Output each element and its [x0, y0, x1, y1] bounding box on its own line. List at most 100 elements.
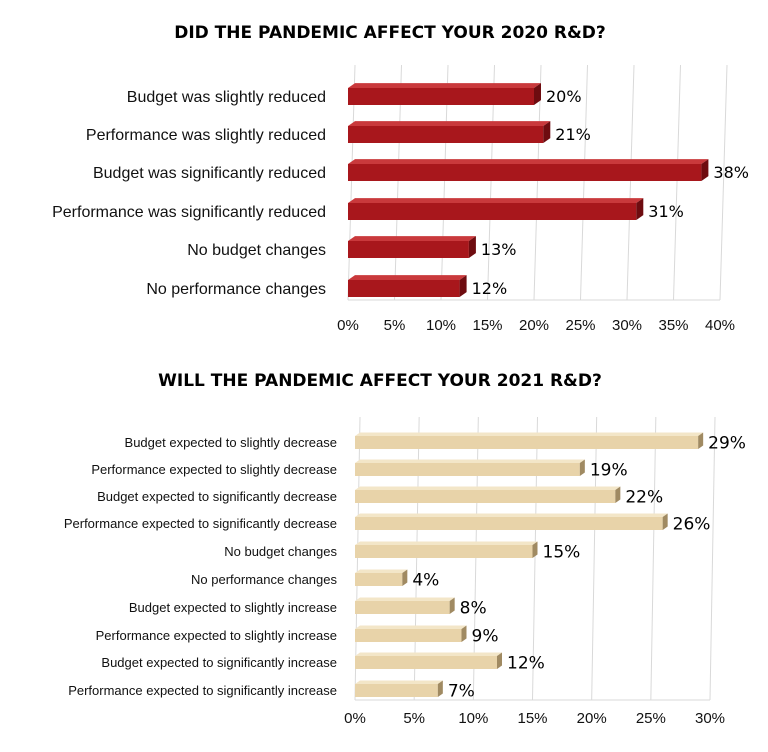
bar-row: Budget expected to slightly increase 8%: [129, 597, 487, 618]
x-tick-label: 25%: [636, 710, 666, 727]
bar: [348, 88, 534, 105]
value-label: 15%: [543, 542, 581, 562]
value-label: 26%: [673, 514, 711, 534]
category-label: Performance was slightly reduced: [86, 127, 326, 144]
bar-row: Performance expected to significantly de…: [64, 513, 711, 534]
bar: [355, 490, 616, 503]
bar-top-face: [348, 275, 467, 280]
bar-side-face: [459, 275, 467, 297]
category-label: Budget was significantly reduced: [93, 165, 326, 182]
bar-side-face: [532, 541, 538, 558]
value-label: 20%: [546, 87, 582, 106]
gridline: [533, 64, 542, 301]
bar: [355, 545, 533, 558]
bar-row: Budget expected to significantly decreas…: [97, 486, 663, 507]
bar: [348, 280, 460, 297]
category-label: No budget changes: [224, 544, 337, 559]
value-label: 29%: [708, 433, 746, 453]
value-label: 19%: [590, 460, 628, 480]
bar-side-face: [461, 625, 467, 642]
bar: [355, 517, 663, 530]
bar-side-face: [615, 486, 621, 503]
category-label: No performance changes: [191, 572, 337, 587]
category-label: Performance expected to significantly in…: [68, 683, 337, 698]
bar: [355, 436, 699, 449]
gridline: [650, 416, 657, 701]
bar: [355, 463, 580, 476]
x-tick-label: 25%: [565, 317, 595, 334]
x-tick-label: 0%: [337, 317, 359, 334]
chart-2: WILL THE PANDEMIC AFFECT YOUR 2021 R&D? 0…: [64, 371, 746, 727]
bar-top-face: [355, 569, 408, 573]
bar-row: No budget changes 15%: [224, 541, 581, 562]
bar-top-face: [355, 597, 455, 601]
bar-row: Budget was slightly reduced 20%: [127, 83, 582, 106]
gridline: [626, 64, 635, 301]
gridline: [580, 64, 588, 301]
bar: [355, 684, 438, 697]
chart-1: DID THE PANDEMIC AFFECT YOUR 2020 R&D? 0%…: [52, 23, 749, 334]
bar: [355, 629, 462, 642]
bar-row: No performance changes 12%: [146, 275, 507, 298]
x-tick-label: 5%: [403, 710, 425, 727]
bar-side-face: [543, 121, 551, 143]
x-tick-label: 0%: [344, 710, 366, 727]
x-tick-label: 35%: [658, 317, 688, 334]
x-tick-label: 5%: [384, 317, 406, 334]
bar-side-face: [701, 159, 709, 181]
bar-side-face: [497, 652, 502, 669]
bar-row: Performance was significantly reduced 31%: [52, 198, 684, 221]
chart-title: WILL THE PANDEMIC AFFECT YOUR 2021 R&D?: [158, 371, 602, 391]
bar: [348, 241, 469, 258]
category-label: Performance expected to slightly increas…: [96, 628, 337, 643]
bar: [348, 126, 544, 143]
gridline: [709, 416, 716, 701]
bar-row: Budget was significantly reduced 38%: [93, 159, 749, 182]
value-label: 4%: [412, 570, 439, 590]
category-label: Performance was significantly reduced: [52, 204, 326, 221]
bar-top-face: [348, 83, 541, 88]
bar-row: Performance expected to slightly decreas…: [91, 459, 628, 480]
bar-side-face: [449, 597, 455, 614]
bar-top-face: [355, 459, 585, 463]
gridline: [673, 64, 681, 301]
x-tick-label: 40%: [705, 317, 735, 334]
category-label: Budget expected to significantly increas…: [101, 655, 337, 670]
value-label: 12%: [472, 279, 508, 298]
x-tick-label: 15%: [472, 317, 502, 334]
value-label: 38%: [713, 163, 749, 182]
value-label: 13%: [481, 240, 517, 259]
chart-title: DID THE PANDEMIC AFFECT YOUR 2020 R&D?: [174, 23, 606, 43]
gridline: [591, 416, 598, 701]
value-label: 7%: [448, 681, 475, 701]
bar-row: Performance expected to significantly in…: [68, 680, 475, 701]
bar-row: No performance changes 4%: [191, 569, 439, 590]
category-label: Budget expected to significantly decreas…: [97, 489, 337, 504]
bar-side-face: [402, 569, 408, 586]
x-tick-label: 10%: [426, 317, 456, 334]
category-label: Budget expected to slightly increase: [129, 600, 337, 615]
value-label: 22%: [625, 487, 663, 507]
value-label: 12%: [507, 653, 545, 673]
bar-row: Performance was slightly reduced 21%: [86, 121, 591, 144]
x-tick-label: 15%: [517, 710, 547, 727]
bar-row: Budget expected to significantly increas…: [101, 652, 545, 673]
value-label: 21%: [555, 125, 591, 144]
category-label: Budget was slightly reduced: [127, 89, 326, 106]
x-tick-label: 10%: [458, 710, 488, 727]
x-tick-label: 20%: [519, 317, 549, 334]
bar-top-face: [355, 513, 668, 517]
bar-top-face: [355, 652, 502, 656]
bar-side-face: [698, 432, 704, 449]
bar-side-face: [437, 680, 443, 697]
bar: [348, 164, 702, 181]
value-label: 31%: [648, 202, 684, 221]
bar-side-face: [468, 236, 476, 258]
bar-top-face: [348, 198, 644, 203]
value-label: 9%: [472, 626, 499, 646]
category-label: Performance expected to slightly decreas…: [91, 462, 337, 477]
bar-side-face: [534, 83, 541, 105]
bar-side-face: [636, 198, 644, 220]
bar-row: No budget changes 13%: [187, 236, 516, 259]
